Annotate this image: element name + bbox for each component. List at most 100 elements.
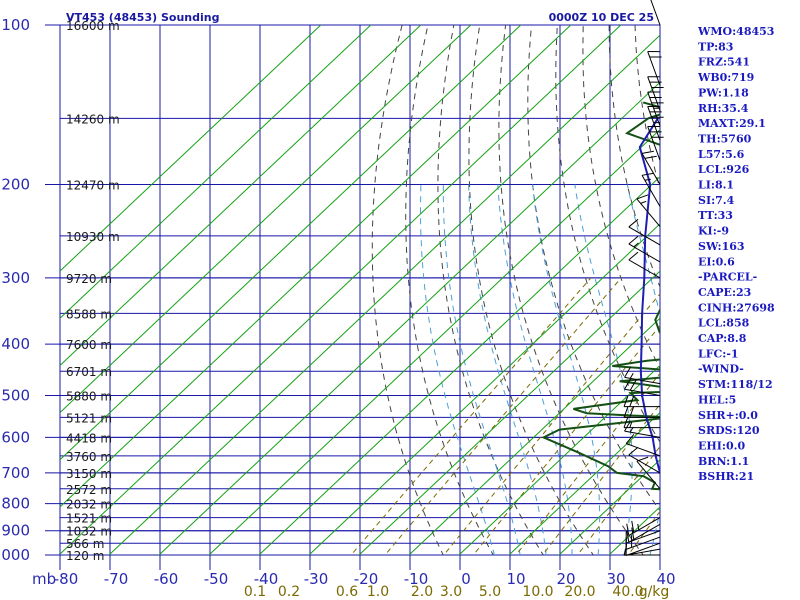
temperature-tick-label: -80: [54, 570, 79, 588]
temperature-tick-label: -40: [254, 570, 279, 588]
mixing-ratio-line: [443, 293, 660, 555]
sounding-index-17: CAPE:23: [698, 286, 751, 299]
sounding-time: 0000Z 10 DEC 25: [549, 11, 654, 24]
wind-barb-flag: [626, 530, 630, 543]
height-label: 4418 m: [66, 431, 112, 445]
sounding-index-11: SI:7.4: [698, 194, 735, 207]
mixing-ratio-label: 0.1: [244, 584, 266, 600]
dry-adiabat: [498, 25, 644, 555]
mixing-ratio-line: [541, 403, 660, 555]
sounding-index-10: LI:8.1: [698, 179, 734, 192]
height-label: 1032 m: [66, 525, 112, 539]
wind-barb-staff: [628, 259, 661, 279]
isotherm: [358, 270, 660, 555]
wind-barb-flag: [625, 434, 635, 444]
sounding-index-24: HEL:5: [698, 393, 736, 406]
sounding-index-19: LCL:858: [698, 317, 750, 330]
sounding-index-6: MAXT:29.1: [698, 117, 766, 130]
sounding-index-5: RH:35.4: [698, 102, 749, 115]
temperature-tick-label: -70: [104, 570, 129, 588]
pressure-label: 100: [1, 16, 30, 34]
mixing-ratio-label: 40.0: [612, 584, 643, 600]
dry-adiabat: [371, 25, 444, 555]
dry-adiabat: [437, 25, 544, 555]
pressure-label: 500: [1, 386, 30, 404]
height-label: 3760 m: [66, 450, 112, 464]
isotherm: [60, 25, 522, 461]
wind-barb-flag: [628, 446, 639, 456]
isotherm: [258, 176, 660, 555]
sounding-index-20: CAP:8.8: [698, 332, 747, 345]
mixing-ratio-label: 2.0: [411, 584, 433, 600]
pressure-label: 600: [1, 428, 30, 446]
isotherm: [60, 25, 472, 414]
height-labels: 16600 m 14260 m 12470 m 10930 m 9720 m 8588 m…: [66, 19, 120, 563]
sounding-index-9: LCL:926: [698, 163, 750, 176]
isotherm: [208, 128, 660, 555]
pressure-label: 200: [1, 176, 30, 194]
station-title: VT453 (48453) Sounding: [66, 11, 219, 24]
mixing-ratio-label: 0.2: [278, 584, 300, 600]
temperature-tick-label: 10: [506, 570, 525, 588]
temperature-tick-label: -50: [204, 570, 229, 588]
temperature-tick-label: -20: [354, 570, 379, 588]
plot-grid: [45, 24, 661, 570]
sounding-index-18: CINH:27698: [698, 301, 775, 314]
mixing-ratio-label: 10.0: [522, 584, 553, 600]
sounding-index-22: -WIND-: [698, 363, 744, 376]
dry-adiabat: [527, 25, 660, 512]
pressure-label: 800: [1, 495, 30, 513]
sounding-index-21: LFC:-1: [698, 347, 739, 360]
temperature-tick-label: 20: [556, 570, 575, 588]
sounding-index-26: SRDS:120: [698, 424, 760, 437]
sounding-index-1: TP:83: [698, 40, 733, 53]
wind-barb-flag: [623, 416, 629, 428]
height-label: 7600 m: [66, 338, 112, 352]
plot-frame: [59, 24, 661, 556]
sounding-index-28: BRN:1.1: [698, 455, 749, 468]
wind-barb-staff: [650, 0, 661, 26]
moist-adiabat: [442, 184, 521, 555]
sounding-index-7: TH:5760: [698, 132, 752, 145]
wind-barb-half-flag: [629, 372, 634, 379]
height-label: 120 m: [66, 549, 104, 563]
isotherm: [60, 25, 622, 555]
temperature-tick-label: 30: [606, 570, 625, 588]
wind-barb-flag: [623, 395, 629, 407]
height-label: 1521 m: [66, 512, 112, 526]
height-label: 10930 m: [66, 230, 120, 244]
mixing-ratio-line: [350, 277, 592, 555]
wind-barb-staff: [628, 454, 661, 474]
wind-barb-flag: [631, 520, 635, 533]
isotherm: [60, 25, 322, 272]
wind-barb-flag: [624, 366, 631, 378]
moist-adiabat: [532, 184, 601, 555]
sounding-index-2: FRZ:541: [698, 56, 750, 69]
sounding-index-29: BSHR:21: [698, 470, 754, 483]
mixing-ratio-line: [515, 372, 660, 555]
height-label: 8588 m: [66, 307, 112, 321]
height-label: 2572 m: [66, 483, 112, 497]
mixing-ratio-labels: 0.1 0.2 0.6 1.0 2.0 3.0 5.0 10.0 20.0 40.0g/kg: [244, 584, 669, 600]
dry-adiabat: [608, 25, 660, 289]
wind-barb-staff: [636, 460, 661, 490]
mixing-ratio-label: 0.6: [336, 584, 358, 600]
isotherm: [60, 25, 572, 508]
isotherm: [308, 223, 660, 555]
isotherm: [108, 34, 660, 555]
height-label: 9720 m: [66, 272, 112, 286]
temperature-tick-label: 40: [656, 570, 675, 588]
isotherms: [60, 25, 660, 555]
temperature-tick-label: -10: [404, 570, 429, 588]
wind-barb-flag: [644, 155, 657, 159]
isotherm: [558, 459, 660, 555]
sounding-index-0: WMO:48453: [697, 25, 774, 38]
wind-barb-half-flag: [629, 421, 633, 428]
wind-barb-flag: [628, 251, 639, 261]
pressure-labels: 100 200 300 400 500 600 700 800 900 1000: [0, 16, 30, 564]
isotherm: [408, 317, 660, 555]
sounding-index-3: WB0:719: [697, 71, 754, 84]
wind-barb-staff: [626, 542, 661, 556]
